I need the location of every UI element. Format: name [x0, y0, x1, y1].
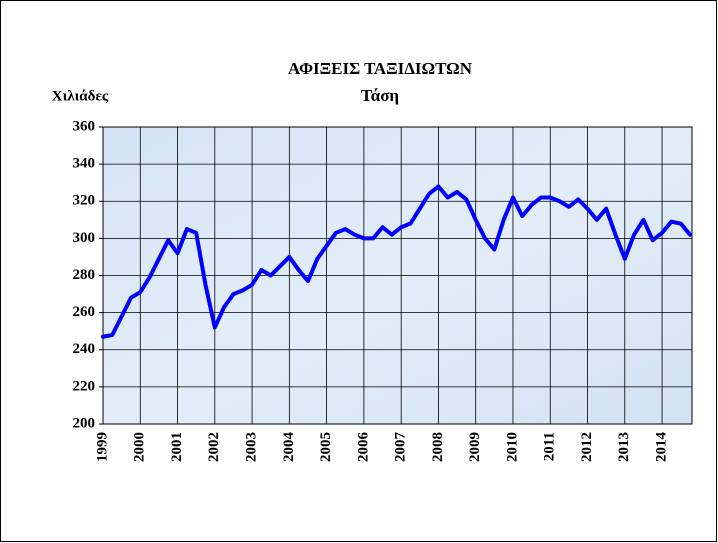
x-tick-label: 2010 — [504, 432, 520, 462]
x-tick-label: 2000 — [132, 432, 148, 462]
x-tick-label: 1999 — [94, 432, 110, 462]
y-tick-label: 340 — [73, 156, 96, 172]
x-tick-label: 2003 — [244, 432, 260, 462]
y-tick-label: 200 — [73, 415, 96, 431]
chart-subtitle: Τάση — [361, 86, 399, 105]
y-axis-label: Χιλιάδες — [52, 88, 109, 104]
x-tick-label: 2001 — [169, 432, 185, 462]
y-tick-label: 300 — [73, 230, 96, 246]
y-tick-label: 360 — [73, 118, 96, 134]
y-tick-label: 320 — [73, 193, 96, 209]
x-tick-label: 2006 — [355, 432, 371, 463]
x-tick-label: 2002 — [206, 432, 222, 462]
x-tick-label: 2009 — [467, 432, 483, 462]
y-tick-label: 240 — [73, 341, 96, 357]
x-tick-label: 2005 — [318, 432, 334, 462]
y-tick-label: 220 — [73, 378, 96, 394]
x-tick-label: 2012 — [579, 432, 595, 462]
x-tick-label: 2014 — [653, 432, 669, 463]
line-series — [101, 184, 692, 339]
y-tick-label: 260 — [73, 304, 96, 320]
x-tick-label: 2007 — [393, 432, 409, 463]
x-tick-label: 2004 — [281, 432, 297, 463]
y-tick-label: 280 — [73, 267, 96, 283]
x-tick-label: 2013 — [616, 432, 632, 462]
x-tick-label: 2008 — [430, 432, 446, 462]
x-tick-label: 2011 — [542, 432, 558, 461]
chart-title: ΑΦΙΞΕΙΣ ΤΑΞΙΔΙΩΤΩΝ — [288, 59, 473, 78]
